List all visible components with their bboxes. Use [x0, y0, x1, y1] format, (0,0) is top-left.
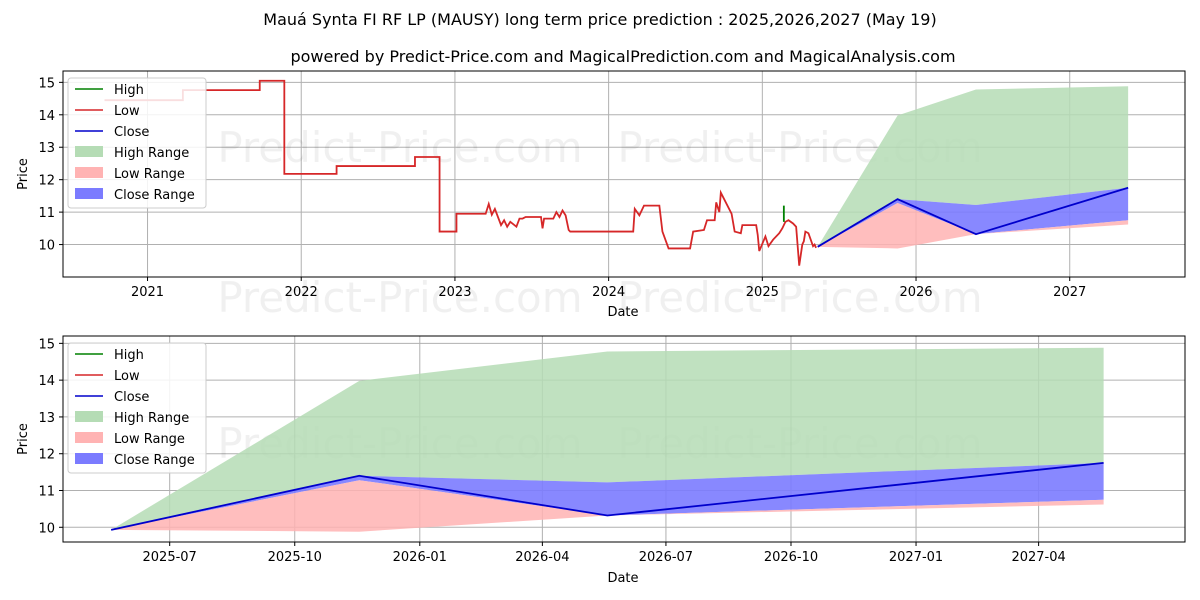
legend-close-label: Close — [114, 125, 149, 140]
legend-high-range-swatch — [75, 146, 103, 157]
y-axis-label-1: Price — [16, 158, 31, 190]
legend-low-range-swatch — [75, 167, 103, 178]
series-lines-1 — [104, 79, 1129, 266]
y-tick-label: 14 — [38, 109, 55, 124]
plot-frame-2 — [62, 335, 1186, 543]
x-tick-label: 2027-04 — [1011, 550, 1065, 565]
x-tick-label: 2027 — [1053, 285, 1086, 300]
close-line-1 — [817, 186, 1129, 248]
legend-close-range-swatch — [75, 188, 103, 199]
legend2-close-range-swatch — [75, 453, 103, 464]
low-range-area-1 — [817, 203, 1129, 249]
legend2-low-range-swatch — [75, 432, 103, 443]
x-tick-label: 2026-04 — [515, 550, 569, 565]
chart-title: Mauá Synta FI RF LP (MAUSY) long term pr… — [263, 10, 936, 29]
y-tick-label: 10 — [38, 239, 55, 254]
legend2-high-range-swatch — [75, 411, 103, 422]
y-tick-label: 10 — [38, 521, 55, 536]
legend2-high-label: High — [114, 348, 144, 363]
chart-subtitle: powered by Predict-Price.com and Magical… — [290, 47, 955, 66]
watermark-1d: Predict-Price.com — [617, 273, 982, 322]
x-tick-label: 2021 — [131, 285, 164, 300]
x-tick-label: 2024 — [592, 285, 625, 300]
legend2-close-range-label: Close Range — [114, 453, 195, 468]
x-tick-label: 2026 — [899, 285, 932, 300]
lower-panel: Predict-Price.com Predict-Price.com 2025… — [16, 335, 1186, 586]
watermark-1c: Predict-Price.com — [217, 273, 582, 322]
x-tick-label: 2026-01 — [393, 550, 447, 565]
legend2-close-label: Close — [114, 390, 149, 405]
close-range-area-2 — [111, 462, 1104, 530]
range-areas-2 — [111, 347, 1104, 532]
plot-frame-1 — [62, 70, 1186, 278]
range-areas-1 — [817, 86, 1129, 249]
y-tick-label: 12 — [38, 174, 55, 189]
high-range-area-1 — [817, 86, 1129, 247]
legend-low-range-label: Low Range — [114, 167, 185, 182]
legend-1: High Low Close High Range Low Range Clos… — [67, 77, 207, 209]
legend2-low-label: Low — [114, 369, 140, 384]
legend2-high-range-label: High Range — [114, 411, 189, 426]
y-tick-label: 11 — [38, 206, 55, 221]
x-tick-label: 2026-10 — [764, 550, 818, 565]
x-axis-label-1: Date — [607, 305, 638, 320]
legend-low-label: Low — [114, 104, 140, 119]
y-tick-label: 15 — [38, 337, 55, 352]
y-tick-label: 14 — [38, 374, 55, 389]
legend-2: High Low Close High Range Low Range Clos… — [67, 342, 207, 474]
legend-high-label: High — [114, 83, 144, 98]
y-tick-label: 15 — [38, 76, 55, 91]
axis-ticks-2: 2025-07 2025-10 2026-01 2026-04 2026-07 2026-… — [38, 337, 1065, 565]
x-tick-label: 2025 — [746, 285, 779, 300]
x-tick-label: 2027-01 — [889, 550, 943, 565]
series-lines-2 — [110, 462, 1104, 531]
y-tick-label: 12 — [38, 448, 55, 463]
x-tick-label: 2022 — [285, 285, 318, 300]
legend2-low-range-label: Low Range — [114, 432, 185, 447]
close-line-2 — [110, 462, 1104, 531]
upper-panel: Predict-Price.com Predict-Price.com Pred… — [16, 70, 1186, 322]
legend-close-range-label: Close Range — [114, 188, 195, 203]
axis-ticks-1: 2021 2022 2023 2024 2025 2026 2027 10 11 12 13 14 15 — [38, 76, 1086, 300]
low-range-area-2 — [111, 480, 1104, 532]
x-tick-label: 2025-10 — [268, 550, 322, 565]
low-line-1 — [104, 79, 817, 266]
y-axis-label-2: Price — [16, 423, 31, 455]
watermark-1a: Predict-Price.com — [217, 123, 582, 172]
legend-high-range-label: High Range — [114, 146, 189, 161]
close-range-area-1 — [817, 187, 1129, 247]
high-range-area-2 — [111, 347, 1104, 530]
y-tick-label: 11 — [38, 485, 55, 500]
x-tick-label: 2026-07 — [639, 550, 693, 565]
y-tick-label: 13 — [38, 411, 55, 426]
y-tick-label: 13 — [38, 141, 55, 156]
x-tick-label: 2023 — [438, 285, 471, 300]
x-axis-label-2: Date — [607, 571, 638, 586]
x-tick-label: 2025-07 — [143, 550, 197, 565]
